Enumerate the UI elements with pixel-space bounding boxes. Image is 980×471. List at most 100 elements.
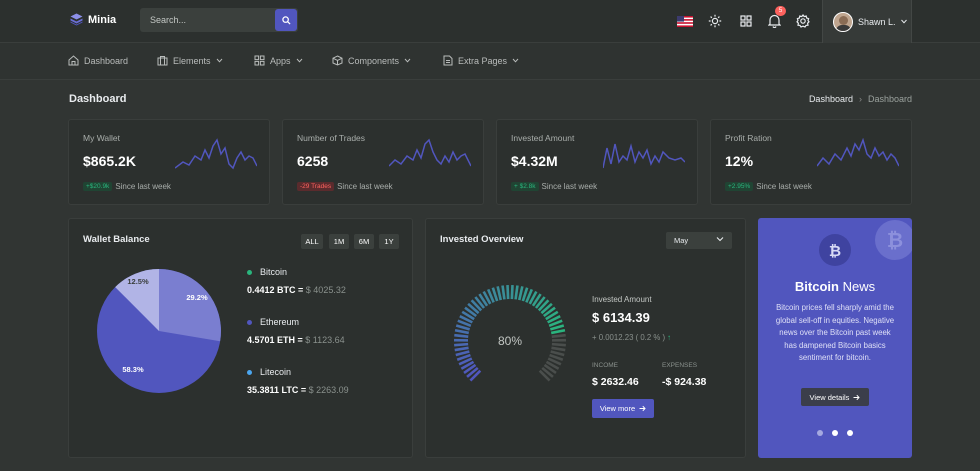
nav-elements[interactable]: Elements	[157, 55, 223, 66]
gauge-tick	[547, 315, 561, 324]
gauge-tick	[506, 285, 510, 300]
stat-footer: + $2.8k Since last week	[511, 182, 597, 191]
gauge-tick	[541, 366, 554, 378]
gauge-tick	[545, 360, 560, 370]
nav-extra-pages-label: Extra Pages	[458, 55, 508, 66]
news-title-rest: News	[838, 279, 876, 294]
app-logo[interactable]: Minia	[70, 13, 116, 26]
nav-extra-pages[interactable]: Extra Pages	[443, 55, 519, 66]
carousel-dot-active[interactable]	[847, 430, 853, 436]
change-chip: -29 Trades	[297, 182, 335, 191]
stat-value: 6258	[297, 153, 329, 169]
apps-grid-button[interactable]	[738, 13, 754, 29]
app-name: Minia	[88, 13, 117, 26]
stat-footer: +2.95% Since last week	[725, 182, 812, 191]
gauge-tick	[549, 353, 564, 361]
top-bar: Minia Search... 5 Shawn L.	[0, 0, 980, 43]
nav-apps-label: Apps	[270, 55, 291, 66]
search-box: Search...	[140, 8, 298, 32]
view-details-button[interactable]: View details	[801, 388, 869, 406]
carousel-dot[interactable]	[817, 430, 823, 436]
search-button[interactable]	[275, 9, 297, 31]
month-select[interactable]: May	[666, 232, 732, 249]
gauge-tick	[537, 299, 550, 312]
pie-label: 12.5%	[127, 277, 149, 286]
svg-text:₿: ₿	[887, 228, 903, 252]
stat-label: Profit Ration	[725, 133, 772, 143]
stat-value: $4.32M	[511, 153, 558, 169]
gauge-tick	[461, 310, 475, 321]
gauge-tick	[542, 306, 556, 318]
arrow-up-icon: ↑	[667, 333, 672, 342]
carousel-dot[interactable]	[832, 430, 838, 436]
gauge-tick	[550, 329, 566, 335]
coin-name: Litecoin	[260, 367, 292, 377]
grid-icon	[254, 55, 265, 66]
sun-icon	[708, 14, 722, 28]
search-input[interactable]: Search...	[150, 15, 187, 25]
pie-label: 29.2%	[186, 293, 208, 302]
coin-name: Bitcoin	[260, 267, 288, 277]
logo-icon	[70, 13, 83, 26]
invested-delta-text: + 0.0012.23 ( 0.2 % )	[592, 333, 666, 342]
chevron-right-icon: ›	[858, 94, 862, 104]
expenses-value: -$ 924.38	[662, 376, 707, 388]
gauge-tick	[454, 333, 469, 338]
gauge-tick	[551, 346, 566, 352]
range-all-button[interactable]: ALL	[301, 234, 323, 249]
gauge-tick	[514, 285, 519, 300]
notifications-button[interactable]	[766, 13, 782, 29]
nav-components[interactable]: Components	[332, 55, 411, 66]
invested-amount-label: Invested Amount	[592, 295, 652, 304]
pie-label: 58.3%	[122, 365, 144, 374]
gauge-tick	[496, 286, 503, 301]
gauge-tick	[531, 293, 542, 307]
breadcrumb-link[interactable]: Dashboard	[808, 94, 853, 104]
page-title: Dashboard	[69, 93, 127, 105]
search-icon	[281, 15, 291, 25]
coin-usd: $ 4025.32	[305, 285, 346, 295]
month-select-value: May	[674, 236, 689, 245]
stat-value: $865.2K	[83, 153, 136, 169]
gauge-tick	[521, 287, 529, 302]
theme-toggle-button[interactable]	[707, 13, 723, 29]
gauge-tick	[482, 290, 492, 305]
pie-slice-litecoin	[115, 269, 159, 331]
bitcoin-icon: ₿	[819, 234, 851, 266]
gauge-tick	[501, 285, 506, 300]
avatar	[833, 11, 853, 32]
range-1y-button[interactable]: 1Y	[379, 234, 399, 249]
sparkline-chart	[603, 143, 685, 169]
legend-dot	[247, 369, 252, 375]
pie-slice-bitcoin	[159, 269, 221, 342]
chevron-down-icon	[716, 237, 724, 242]
range-6m-button[interactable]: 6M	[354, 234, 374, 249]
breadcrumb-current: Dashboard	[867, 94, 912, 104]
nav-apps[interactable]: Apps	[254, 55, 303, 66]
range-1m-button[interactable]: 1M	[329, 234, 349, 249]
view-more-button[interactable]: View more	[592, 399, 654, 418]
legend-dot	[247, 319, 252, 325]
gauge-tick	[456, 353, 471, 361]
expenses-label: EXPENSES	[662, 362, 698, 369]
arrow-right-icon	[639, 405, 646, 412]
legend-bitcoin: Bitcoin 0.4412 BTC = $ 4025.32	[247, 267, 346, 295]
bitcoin-watermark-icon: ₿	[875, 220, 912, 260]
gauge-tick	[459, 315, 473, 324]
gauge-tick	[540, 302, 553, 315]
wallet-pie-chart: 29.2% 58.3% 12.5%	[97, 269, 221, 393]
gauge-tick	[464, 306, 478, 318]
stat-card-trades: Number of Trades 6258 -29 Trades Since la…	[282, 119, 484, 205]
gauge-tick	[547, 357, 562, 366]
nav-dashboard[interactable]: Dashboard	[68, 55, 128, 66]
gauge-tick	[549, 324, 565, 331]
user-menu[interactable]: Shawn L.	[822, 0, 912, 43]
home-icon	[68, 55, 79, 66]
coin-usd: $ 2263.09	[308, 385, 349, 395]
bitcoin-news-card: ₿ ₿ Bitcoin News Bitcoin prices fell sha…	[758, 218, 912, 458]
settings-button[interactable]	[795, 13, 811, 29]
briefcase-icon	[157, 56, 168, 66]
language-flag-button[interactable]	[677, 13, 693, 29]
news-title-bold: Bitcoin	[794, 279, 839, 294]
coin-amount: 4.5701 ETH	[247, 335, 296, 345]
